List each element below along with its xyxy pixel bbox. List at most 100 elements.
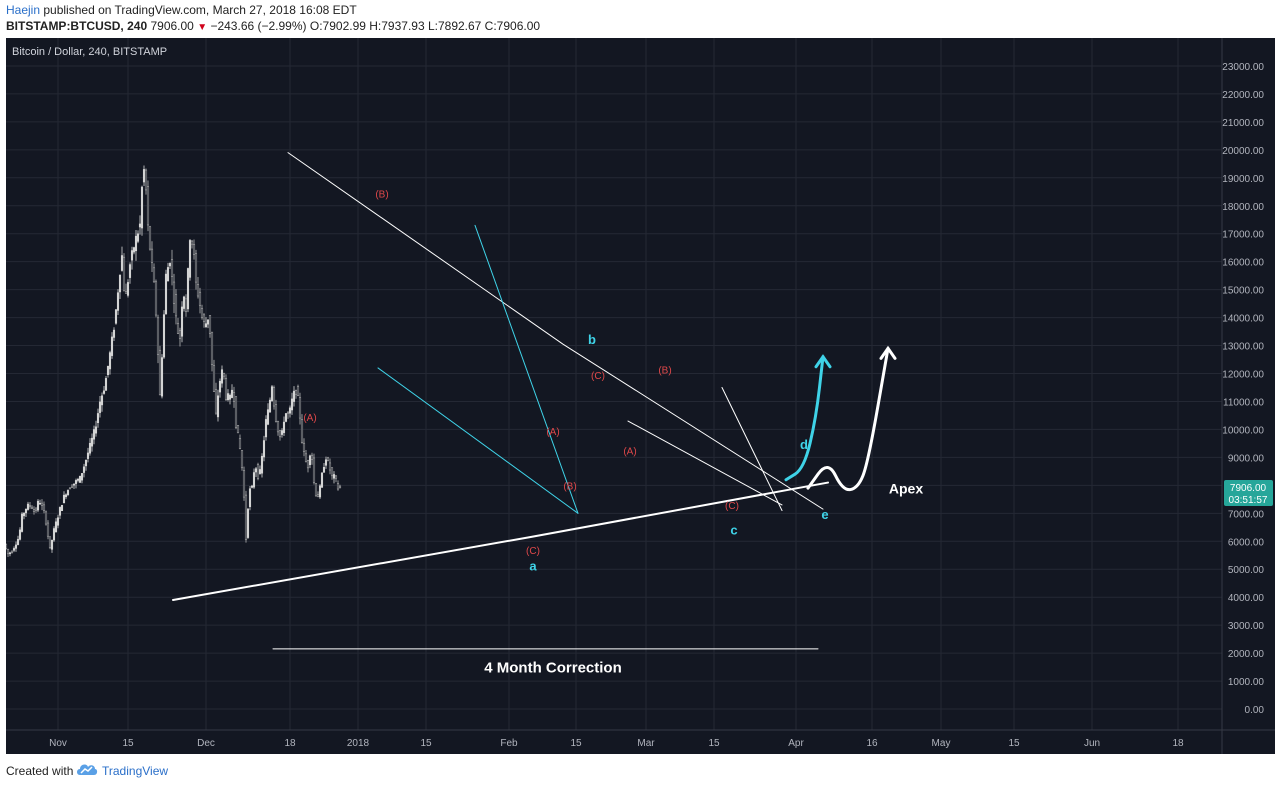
- candle-body: [262, 440, 266, 458]
- candle-body: [144, 169, 148, 191]
- candle-body: [236, 425, 240, 434]
- candle-body: [234, 396, 238, 428]
- wave-label: (A): [303, 413, 316, 424]
- down-arrow-icon: ▼: [197, 22, 208, 33]
- channel-upper: [721, 386, 783, 512]
- candle-body: [86, 452, 90, 459]
- wave-label: c: [730, 522, 737, 537]
- candle-body: [44, 511, 48, 525]
- candle-body: [120, 255, 124, 271]
- candle-body: [246, 508, 250, 538]
- candle-body: [68, 487, 72, 490]
- candle-body: [36, 500, 40, 511]
- x-tick-label: Mar: [637, 738, 655, 749]
- wave-label: (C): [526, 546, 540, 557]
- candle-body: [180, 306, 184, 337]
- x-tick-label: Apr: [788, 738, 804, 749]
- wave-label: e: [821, 507, 828, 522]
- candle-body: [186, 268, 190, 310]
- author-link[interactable]: Haejin: [6, 3, 41, 17]
- candle-body: [20, 513, 24, 532]
- candle-body: [140, 186, 144, 229]
- candle-body: [268, 399, 272, 413]
- candle-body: [316, 494, 320, 498]
- candle-body: [132, 247, 136, 253]
- y-tick-label: 5000.00: [1228, 565, 1265, 576]
- candle-body: [230, 389, 234, 398]
- candle-body: [40, 502, 44, 506]
- candle-body: [128, 264, 132, 278]
- candle-body: [278, 430, 282, 438]
- y-tick-label: 13000.00: [1222, 342, 1264, 353]
- candle-body: [240, 450, 244, 469]
- upper-trendline: [287, 152, 824, 510]
- candle-body: [290, 398, 294, 411]
- candle-body: [328, 462, 332, 471]
- wave-label: d: [800, 437, 808, 452]
- candle-body: [158, 349, 162, 396]
- candle-body: [82, 466, 86, 473]
- candle-body: [72, 483, 76, 486]
- candle-body: [172, 281, 176, 304]
- candle-body: [88, 442, 92, 454]
- price-chart[interactable]: 23000.00 22000.00 21000.00 20000.00 19000.00…: [6, 38, 1275, 754]
- candle-body: [52, 528, 56, 541]
- candle-body: [100, 395, 104, 406]
- candle-body: [162, 314, 166, 358]
- candle-body: [60, 505, 64, 512]
- projection-white-arrowhead: [879, 345, 897, 360]
- x-tick-label: Feb: [500, 738, 518, 749]
- candle-body: [320, 472, 324, 488]
- wave-label: (A): [546, 427, 559, 438]
- candle-body: [90, 437, 94, 447]
- candle-body: [74, 480, 78, 484]
- candle-body: [324, 459, 328, 466]
- candle-body: [114, 309, 118, 324]
- y-tick-label: 22000.00: [1222, 90, 1264, 101]
- candle-body: [30, 506, 34, 509]
- last-price-tag: [1224, 479, 1273, 506]
- candle-body: [220, 369, 224, 384]
- candle-body: [274, 404, 278, 422]
- projection-cyan: [784, 355, 825, 482]
- candle-body: [176, 322, 180, 334]
- wave-label: (A): [623, 447, 636, 458]
- y-tick-label: 10000.00: [1222, 425, 1264, 436]
- y-tick-label: 15000.00: [1222, 286, 1264, 297]
- candlesticks: [6, 165, 342, 557]
- candle-body: [270, 386, 274, 401]
- chart-area[interactable]: 23000.00 22000.00 21000.00 20000.00 19000.00…: [6, 38, 1275, 754]
- tradingview-link[interactable]: TradingView: [102, 764, 169, 778]
- x-tick-label: May: [932, 738, 951, 749]
- y-tick-label: 6000.00: [1228, 537, 1265, 548]
- candle-body: [150, 248, 154, 263]
- candle-body: [252, 472, 256, 488]
- y-tick-label: 23000.00: [1222, 62, 1264, 73]
- candle-body: [94, 426, 98, 434]
- y-tick-label: 0.00: [1245, 705, 1265, 716]
- candle-body: [238, 438, 242, 449]
- candle-body: [226, 393, 230, 401]
- candle-body: [122, 256, 126, 292]
- candle-body: [188, 240, 192, 278]
- candle-body: [296, 386, 300, 397]
- candle-body: [312, 457, 316, 483]
- candle-body: [210, 331, 214, 365]
- candle-body: [250, 485, 254, 488]
- candle-body: [6, 543, 8, 549]
- candle-body: [334, 475, 338, 479]
- candle-body: [318, 485, 322, 498]
- candle-body: [32, 509, 36, 512]
- candle-body: [182, 296, 186, 309]
- candle-body: [336, 483, 340, 490]
- candle-body: [130, 250, 134, 261]
- publish-date: published on TradingView.com, March 27, …: [40, 3, 357, 17]
- candle-body: [242, 470, 246, 498]
- publish-header: Haejin published on TradingView.com, Mar…: [0, 0, 1280, 38]
- price-change: −243.66 (−2.99%): [210, 19, 307, 33]
- x-tick-label: 15: [570, 738, 582, 749]
- candle-body: [338, 485, 342, 489]
- candle-body: [48, 536, 52, 548]
- publish-info: Haejin published on TradingView.com, Mar…: [6, 3, 357, 17]
- candle-body: [314, 483, 318, 497]
